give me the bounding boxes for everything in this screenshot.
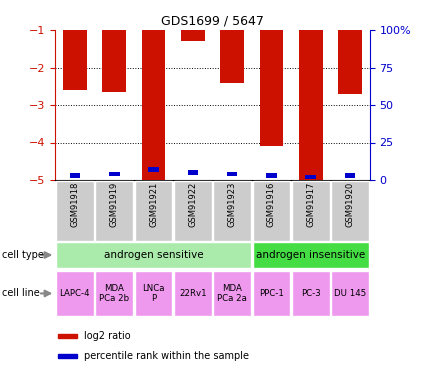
Bar xyxy=(306,175,316,179)
Bar xyxy=(260,30,283,146)
FancyBboxPatch shape xyxy=(213,181,251,241)
Text: GSM91921: GSM91921 xyxy=(149,182,158,227)
FancyBboxPatch shape xyxy=(252,181,290,241)
Bar xyxy=(266,173,277,178)
Bar xyxy=(109,172,119,176)
Bar xyxy=(181,30,204,41)
Text: log2 ratio: log2 ratio xyxy=(84,331,130,341)
FancyBboxPatch shape xyxy=(135,181,173,241)
FancyBboxPatch shape xyxy=(56,242,251,268)
Text: GSM91919: GSM91919 xyxy=(110,182,119,227)
FancyBboxPatch shape xyxy=(292,181,330,241)
FancyBboxPatch shape xyxy=(95,271,133,316)
Bar xyxy=(227,172,238,176)
Bar xyxy=(58,354,77,358)
Bar xyxy=(148,167,159,172)
FancyBboxPatch shape xyxy=(331,181,369,241)
Text: DU 145: DU 145 xyxy=(334,289,366,298)
Text: cell type: cell type xyxy=(2,250,44,260)
Text: androgen sensitive: androgen sensitive xyxy=(104,250,203,260)
Bar xyxy=(299,30,323,180)
Bar xyxy=(142,30,165,180)
FancyBboxPatch shape xyxy=(174,271,212,316)
Text: percentile rank within the sample: percentile rank within the sample xyxy=(84,351,249,361)
Text: GSM91916: GSM91916 xyxy=(267,182,276,227)
Text: GSM91923: GSM91923 xyxy=(228,182,237,227)
FancyBboxPatch shape xyxy=(135,271,173,316)
Text: 22Rv1: 22Rv1 xyxy=(179,289,207,298)
Bar xyxy=(338,30,362,94)
Text: androgen insensitive: androgen insensitive xyxy=(256,250,366,260)
Text: cell line: cell line xyxy=(2,288,40,298)
Text: LAPC-4: LAPC-4 xyxy=(60,289,90,298)
FancyBboxPatch shape xyxy=(252,271,290,316)
Text: MDA
PCa 2b: MDA PCa 2b xyxy=(99,284,129,303)
Bar xyxy=(187,170,198,175)
Text: GSM91917: GSM91917 xyxy=(306,182,315,227)
Bar xyxy=(63,30,87,90)
Text: PC-3: PC-3 xyxy=(301,289,320,298)
FancyBboxPatch shape xyxy=(331,271,369,316)
FancyBboxPatch shape xyxy=(292,271,330,316)
FancyBboxPatch shape xyxy=(95,181,133,241)
Text: MDA
PCa 2a: MDA PCa 2a xyxy=(217,284,247,303)
Text: GSM91920: GSM91920 xyxy=(346,182,354,227)
Text: GSM91918: GSM91918 xyxy=(71,182,79,227)
FancyBboxPatch shape xyxy=(252,242,369,268)
Text: LNCa
P: LNCa P xyxy=(142,284,165,303)
Text: GSM91922: GSM91922 xyxy=(188,182,197,227)
Bar xyxy=(58,334,77,338)
Bar xyxy=(102,30,126,92)
Bar xyxy=(345,173,355,178)
FancyBboxPatch shape xyxy=(56,181,94,241)
FancyBboxPatch shape xyxy=(56,271,94,316)
Bar xyxy=(70,173,80,178)
Text: PPC-1: PPC-1 xyxy=(259,289,284,298)
Bar xyxy=(220,30,244,82)
FancyBboxPatch shape xyxy=(174,181,212,241)
FancyBboxPatch shape xyxy=(213,271,251,316)
Title: GDS1699 / 5647: GDS1699 / 5647 xyxy=(161,15,264,27)
